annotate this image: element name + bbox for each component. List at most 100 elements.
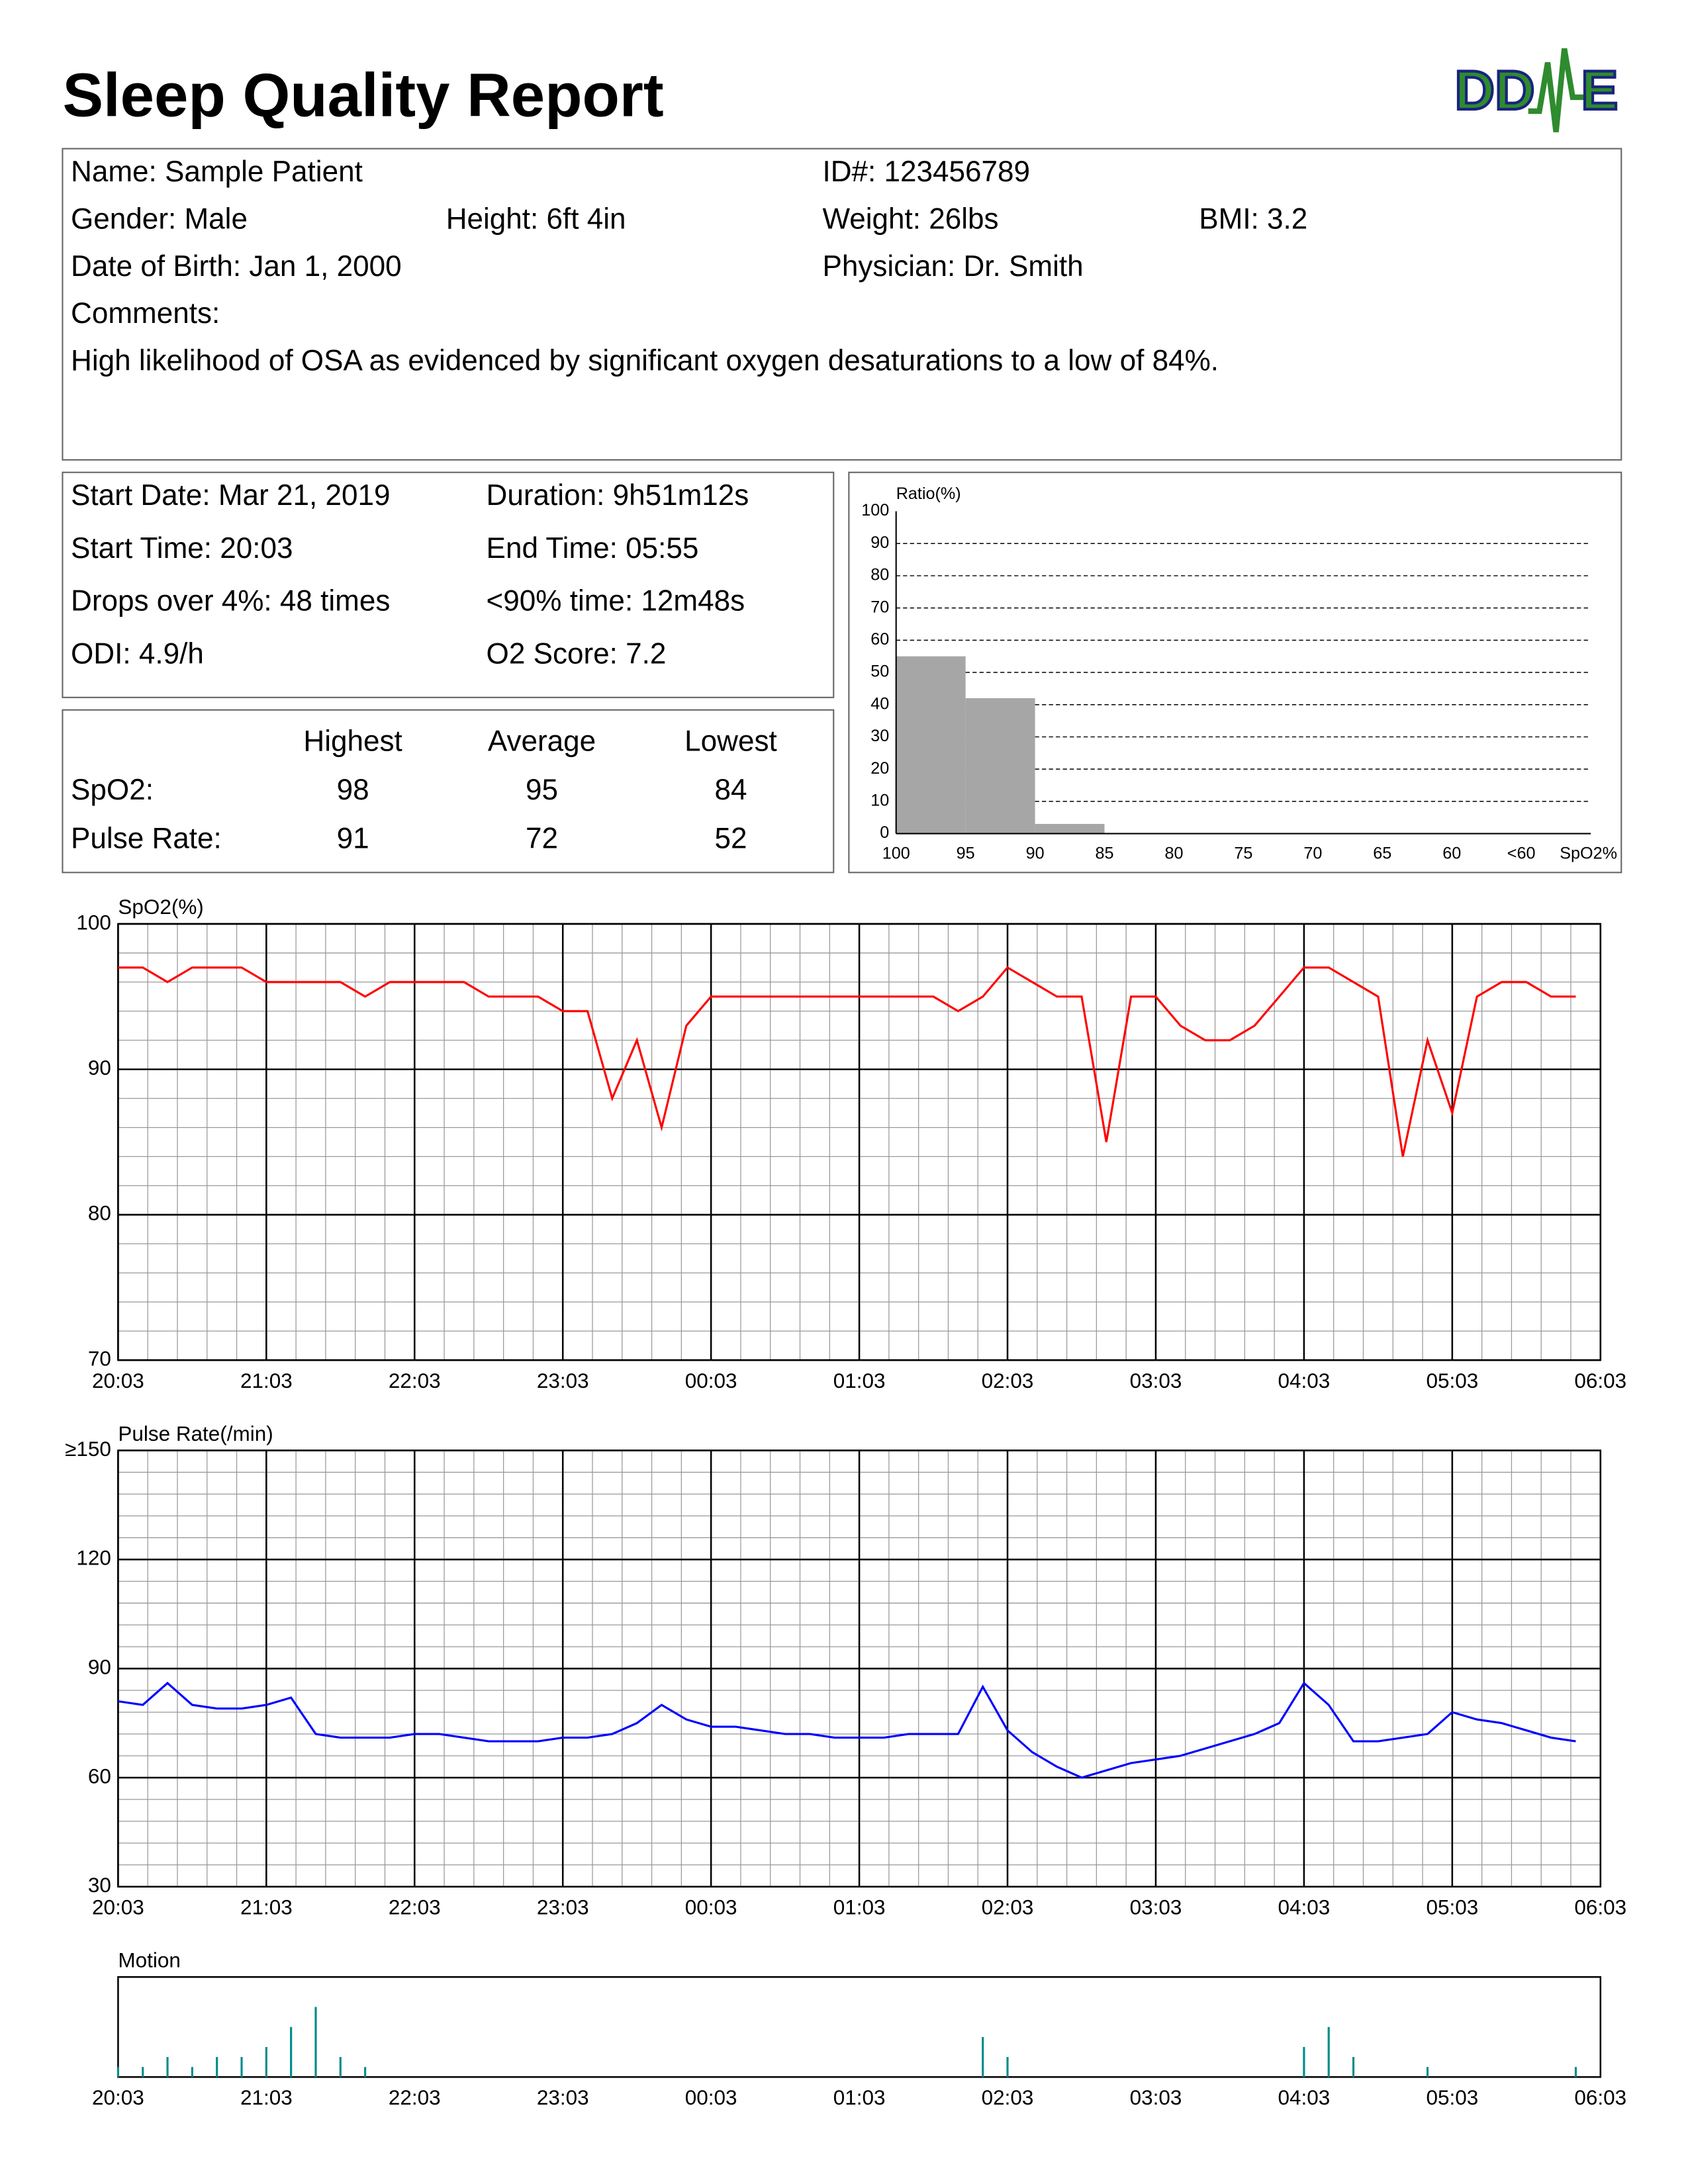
stats-value: 72 [526,823,558,855]
y-tick-label: 0 [880,823,889,842]
x-tick-label: 04:03 [1278,1369,1331,1392]
y-tick-label: 40 [870,694,889,713]
stats-value: 84 [714,774,747,806]
x-tick-label: 01:03 [833,1369,886,1392]
x-tick-label: 20:03 [92,1896,144,1919]
patient-field: Physician: Dr. Smith [822,250,1083,283]
patient-field: Name: Sample Patient [71,156,363,188]
x-tick-label: 80 [1164,844,1183,863]
stats-label: SpO2: [71,774,154,806]
bar [896,656,966,834]
chart-label: Motion [118,1948,180,1972]
y-tick-label: 70 [88,1347,111,1370]
y-tick-label: 80 [870,566,889,584]
summary-field: <90% time: 12m48s [487,585,745,617]
logo-text: E [1581,59,1618,121]
y-axis-label: Ratio(%) [896,484,961,503]
stats-value: 91 [337,823,369,855]
y-tick-label: 30 [88,1874,111,1897]
stats-box [62,709,835,874]
x-tick-label: 65 [1373,844,1391,863]
stats-header: Highest [303,725,402,758]
y-tick-label: 60 [88,1764,111,1788]
y-tick-label: 100 [76,911,111,934]
bar [965,698,1035,834]
x-tick-label: 05:03 [1426,1896,1478,1919]
x-tick-label: 06:03 [1574,1896,1626,1919]
patient-field: High likelihood of OSA as evidenced by s… [71,345,1219,377]
data-line [118,966,1576,1157]
x-tick-label: 04:03 [1278,1896,1331,1919]
patient-field: Weight: 26lbs [822,203,998,235]
y-tick-label: 90 [88,1655,111,1678]
stats-label: Pulse Rate: [71,823,222,855]
stats-header: Average [488,725,596,758]
logo-text: DD [1454,59,1534,121]
data-line [118,1681,1576,1779]
y-tick-label: 20 [870,759,889,778]
x-tick-label: 100 [882,844,910,863]
summary-field: Duration: 9h51m12s [487,479,749,512]
patient-field: Date of Birth: Jan 1, 2000 [71,250,402,283]
patient-field: ID#: 123456789 [822,156,1030,188]
x-tick-label: 85 [1096,844,1114,863]
plot-frame [117,923,1602,1361]
x-tick-label: 00:03 [685,2086,737,2109]
logo-wave [1528,48,1584,132]
x-tick-label: 01:03 [833,2086,886,2109]
x-tick-label: 00:03 [685,1369,737,1392]
plot-frame [117,1976,1602,2078]
x-tick-label: 03:03 [1130,1369,1182,1392]
x-tick-label: 60 [1442,844,1461,863]
y-tick-label: 60 [870,630,889,649]
x-tick-label: 20:03 [92,2086,144,2109]
x-tick-label: 23:03 [537,2086,589,2109]
summary-field: ODI: 4.9/h [71,637,204,670]
y-tick-label: 50 [870,662,889,681]
y-tick-label: 100 [861,501,889,520]
x-tick-label: 02:03 [982,1896,1034,1919]
x-tick-label: 90 [1026,844,1045,863]
x-tick-label: 03:03 [1130,2086,1182,2109]
plot-frame [117,1449,1602,1888]
summary-field: Start Date: Mar 21, 2019 [71,479,390,512]
x-tick-label: 95 [957,844,975,863]
summary-box [62,471,835,698]
y-tick-label: 90 [88,1056,111,1079]
patient-box [62,148,1622,461]
summary-field: Drops over 4%: 48 times [71,585,390,617]
y-tick-label: 80 [88,1202,111,1225]
summary-field: O2 Score: 7.2 [487,637,667,670]
x-tick-label: 21:03 [240,1896,293,1919]
x-tick-label: 22:03 [389,1896,441,1919]
x-tick-label: 22:03 [389,2086,441,2109]
y-tick-label: 10 [870,791,889,809]
stats-value: 98 [337,774,369,806]
logo: DD E [1453,48,1619,132]
summary-field: Start Time: 20:03 [71,532,293,565]
patient-field: BMI: 3.2 [1199,203,1307,235]
x-tick-label: 21:03 [240,1369,293,1392]
patient-field: Gender: Male [71,203,248,235]
y-tick-label: ≥150 [65,1437,111,1461]
stats-value: 52 [714,823,747,855]
x-tick-label: 23:03 [537,1369,589,1392]
x-tick-label: 05:03 [1426,2086,1478,2109]
x-tick-label: 02:03 [982,2086,1034,2109]
x-tick-label: 75 [1234,844,1252,863]
y-tick-label: 30 [870,727,889,745]
patient-field: Height: 6ft 4in [446,203,626,235]
x-tick-label: 01:03 [833,1896,886,1919]
stats-header: Lowest [684,725,777,758]
x-tick-label: 21:03 [240,2086,293,2109]
y-tick-label: 70 [870,598,889,616]
x-tick-label: 70 [1303,844,1322,863]
x-tick-label: 00:03 [685,1896,737,1919]
x-tick-label: 03:03 [1130,1896,1182,1919]
x-tick-label: 20:03 [92,1369,144,1392]
bar [1035,823,1105,834]
chart-label: SpO2(%) [118,895,203,919]
histogram-box [848,471,1622,874]
